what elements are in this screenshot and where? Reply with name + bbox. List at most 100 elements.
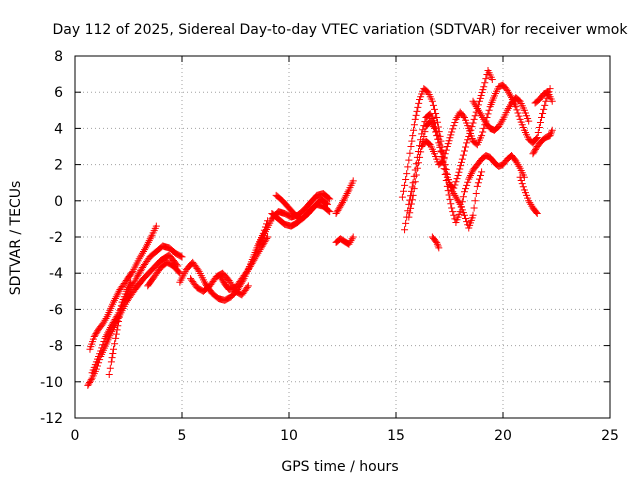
data-point [444, 140, 452, 148]
data-point [101, 316, 109, 324]
data-point [345, 240, 353, 248]
data-point [429, 101, 437, 109]
data-point [467, 170, 475, 178]
data-point [253, 251, 261, 259]
data-point [255, 247, 263, 255]
data-point [123, 285, 131, 293]
data-point [126, 280, 134, 288]
data-point [401, 226, 409, 234]
data-point [411, 115, 419, 123]
data-point [114, 322, 122, 330]
data-point [127, 278, 135, 286]
data-point [100, 318, 108, 326]
data-point [542, 97, 550, 105]
data-point [407, 204, 415, 212]
data-point [453, 175, 461, 183]
data-point [399, 187, 407, 195]
data-point [448, 186, 456, 194]
data-point [471, 197, 479, 205]
data-point [478, 132, 486, 140]
data-point [431, 124, 439, 132]
series-track-20 [516, 173, 541, 217]
data-point [406, 149, 414, 157]
data-point [503, 86, 511, 94]
data-point [477, 110, 485, 118]
data-point [411, 178, 419, 186]
series-track-21 [531, 88, 556, 107]
data-point [431, 105, 439, 113]
data-point [416, 153, 424, 161]
data-point [469, 119, 477, 127]
data-point [534, 128, 542, 136]
data-point [145, 237, 153, 245]
x-tick-label: 15 [387, 428, 405, 444]
data-point [463, 139, 471, 147]
data-point [532, 135, 540, 143]
data-point [453, 195, 461, 203]
data-point [477, 171, 485, 179]
data-point [99, 320, 107, 328]
data-point [113, 326, 121, 334]
data-point [434, 135, 442, 143]
data-point [417, 148, 425, 156]
data-point [112, 293, 120, 301]
series-track-4 [105, 278, 135, 379]
data-point [152, 222, 160, 230]
data-point [517, 176, 525, 184]
data-point [413, 107, 421, 115]
data-point [407, 143, 415, 150]
data-point [536, 119, 544, 127]
data-point [455, 199, 463, 207]
data-point [326, 195, 334, 203]
data-point [124, 284, 132, 292]
data-point [496, 121, 504, 129]
data-point [446, 134, 454, 142]
data-point [252, 253, 260, 261]
data-point [453, 114, 461, 122]
data-point [218, 276, 226, 284]
data-point [135, 255, 143, 263]
data-point [452, 178, 460, 186]
y-tick-label: -10 [40, 375, 63, 391]
data-point [469, 211, 477, 219]
data-point [225, 276, 233, 284]
data-point [481, 79, 489, 87]
data-point [471, 101, 479, 109]
data-point [106, 364, 114, 372]
data-point [349, 177, 357, 185]
data-point [107, 358, 115, 366]
data-point [445, 137, 453, 145]
data-point [436, 143, 444, 151]
data-point [347, 237, 355, 245]
data-point [433, 238, 441, 246]
data-point [117, 302, 125, 310]
data-point [480, 115, 488, 123]
data-point [408, 196, 416, 204]
data-point [452, 115, 460, 123]
data-point [92, 330, 100, 338]
data-point [503, 106, 511, 114]
data-point [348, 235, 356, 243]
data-point [442, 169, 450, 177]
y-axis-label: SDTVAR / TECUs [8, 181, 24, 296]
y-tick-label: -12 [40, 411, 63, 427]
data-point [344, 188, 352, 196]
data-point [438, 158, 446, 166]
data-point [339, 199, 346, 207]
data-point [398, 193, 406, 201]
data-point [108, 354, 116, 362]
data-point [434, 118, 442, 126]
data-point [86, 379, 94, 387]
data-point [504, 88, 512, 96]
data-point [531, 147, 539, 155]
data-point [432, 128, 440, 136]
data-point [506, 92, 514, 100]
data-point [433, 240, 441, 248]
data-point [414, 159, 422, 167]
data-point [480, 83, 488, 91]
data-point [339, 197, 347, 205]
data-marks [84, 66, 556, 389]
y-tick-label: -6 [49, 302, 63, 318]
data-point [470, 204, 478, 212]
data-point [449, 188, 457, 196]
